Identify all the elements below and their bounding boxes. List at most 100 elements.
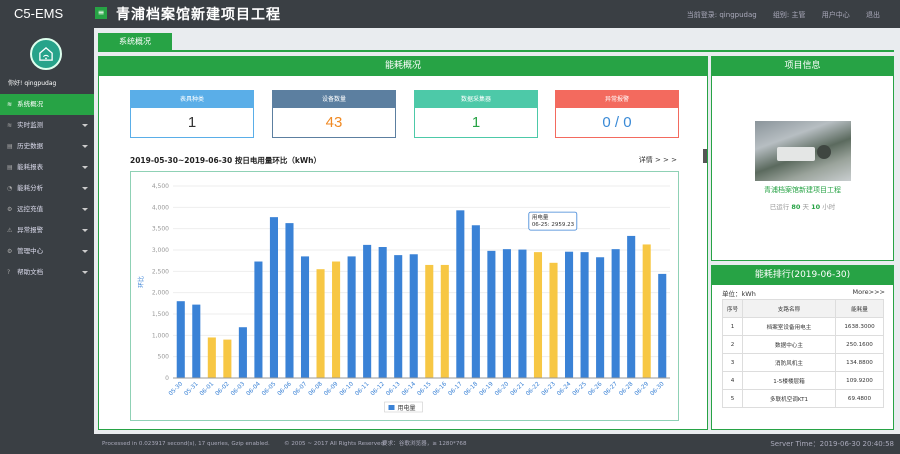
energy-rank-panel: 能耗排行(2019-06-30) 单位：kWh More>>> 序号 支路名称 …	[711, 265, 894, 430]
chevron-down-icon	[82, 166, 88, 169]
sidebar-item-label: 远控充值	[17, 205, 44, 213]
consumption-value: 109.9200	[835, 371, 884, 390]
legend-swatch	[388, 405, 395, 410]
footer-processed: Processed in 0.023917 second(s), 17 quer…	[102, 441, 270, 447]
sidebar-item-alarm[interactable]: ⚠ 异常报警	[0, 220, 94, 241]
runtime-days: 80	[791, 203, 801, 211]
pie-chart-icon: ◔	[7, 185, 13, 192]
x-tick-label: 06-21	[510, 381, 526, 397]
details-link[interactable]: 详情 > > >	[638, 156, 677, 164]
y-tick-label: 2,500	[152, 268, 169, 275]
x-tick-label: 06-13	[385, 381, 401, 397]
user-center-link[interactable]: 用户中心	[821, 11, 850, 19]
chart-bar	[425, 264, 434, 378]
x-tick-label: 06-12	[370, 381, 386, 397]
sidebar: 你好! qingpudag ≋ 系统概况 ≋ 实时监测 ▤ 历史数据 ▤ 能耗报…	[0, 28, 94, 434]
chart-bar	[440, 264, 449, 378]
branch-name: 多联机空调KT1	[742, 389, 836, 408]
card-value: 43	[325, 114, 343, 131]
logout-link[interactable]: 退出	[866, 11, 880, 19]
runtime-hours-unit: 小时	[822, 203, 836, 211]
sidebar-item-admin[interactable]: ⚙ 管理中心	[0, 241, 94, 262]
chart-bar	[207, 337, 216, 378]
sidebar-item-overview[interactable]: ≋ 系统概况	[0, 94, 94, 115]
chart-bar	[611, 249, 620, 378]
sidebar-nav: ≋ 系统概况 ≋ 实时监测 ▤ 历史数据 ▤ 能耗报表 ◔ 能耗分析 ⚙ 远控充…	[0, 94, 94, 283]
x-tick-label: 06-05	[261, 381, 277, 397]
sidebar-item-label: 实时监测	[17, 121, 44, 129]
overview-icon: ≋	[7, 101, 13, 108]
sidebar-item-label: 能耗分析	[17, 184, 44, 192]
rank-index: 2	[722, 335, 743, 354]
card-label: 表具种类	[131, 91, 253, 108]
scroll-handle[interactable]	[703, 149, 707, 163]
table-header-row: 序号 支路名称 能耗量	[722, 299, 884, 318]
sidebar-item-label: 管理中心	[17, 247, 44, 255]
x-tick-label: 06-25	[572, 381, 588, 397]
x-tick-label: 06-20	[494, 381, 510, 397]
chart-bar	[176, 301, 185, 378]
table-row: 4 1-5楼楼层箱 109.9200	[722, 371, 884, 390]
project-photo	[755, 121, 851, 181]
chart-bar	[285, 223, 294, 378]
app-logo: C5-EMS	[14, 6, 64, 21]
footer-left-block	[0, 434, 94, 454]
chart-bar	[487, 250, 496, 378]
report-icon: ▤	[7, 164, 13, 171]
help-icon: ?	[7, 269, 11, 276]
card-value: 1	[471, 114, 481, 131]
card-label: 异常报警	[556, 91, 678, 108]
rank-panel-title: 能耗排行(2019-06-30)	[712, 266, 893, 285]
y-axis-label: 环比	[137, 276, 145, 288]
chart-svg: 0 500 1,000 1,500 2,000 2,500 3,000 3,500 4,000 4…	[137, 183, 670, 413]
sidebar-item-label: 能耗报表	[17, 163, 44, 171]
col-header-branch: 支路名称	[742, 299, 836, 318]
sidebar-item-realtime[interactable]: ≋ 实时监测	[0, 115, 94, 136]
col-header-consumption: 能耗量	[835, 299, 884, 318]
tooltip-box	[528, 211, 578, 231]
more-link[interactable]: More>>>	[852, 288, 885, 296]
chart-bar	[596, 257, 605, 378]
consumption-value: 1638.3000	[835, 317, 884, 336]
chart-bar	[580, 252, 589, 378]
rank-index: 3	[722, 353, 743, 372]
branch-name: 1-5楼楼层箱	[742, 371, 836, 390]
stat-card-device-count: 设备数量 43	[272, 90, 396, 138]
x-tick-label: 06-23	[541, 381, 557, 397]
sidebar-item-label: 异常报警	[17, 226, 44, 234]
chevron-down-icon	[82, 145, 88, 148]
card-value: 1	[187, 114, 197, 131]
chevron-down-icon	[82, 208, 88, 211]
runtime-days-unit: 天	[802, 203, 810, 211]
group-label: 组别: 主管	[772, 11, 806, 19]
chart-bar	[518, 249, 527, 378]
project-title: 青浦档案馆新建项目工程	[116, 7, 281, 23]
x-tick-label: 06-15	[417, 381, 433, 397]
legend-box	[384, 401, 423, 413]
chart-bar	[300, 256, 310, 378]
sidebar-item-label: 系统概况	[17, 100, 44, 108]
tooltip-value: 06-25: 2959.23	[532, 222, 575, 228]
rank-unit: 单位：kWh	[722, 290, 756, 298]
chevron-down-icon	[82, 250, 88, 253]
stat-card-meter-types: 表具种类 1	[130, 90, 254, 138]
energy-overview-panel: 能耗概况 表具种类 1 设备数量 43 数据采集器 1 异常报警 0 / 0 2…	[98, 56, 708, 430]
chart-title: 2019-05-30~2019-06-30 按日电用量环比（kWh）	[130, 156, 321, 165]
sidebar-item-report[interactable]: ▤ 能耗报表	[0, 157, 94, 178]
chart-bar	[471, 225, 480, 378]
y-tick-label: 1,000	[152, 332, 169, 339]
menu-toggle-icon[interactable]: ≡	[95, 7, 107, 19]
sidebar-item-remote[interactable]: ⚙ 远控充值	[0, 199, 94, 220]
sidebar-item-history[interactable]: ▤ 历史数据	[0, 136, 94, 157]
chevron-down-icon	[82, 271, 88, 274]
table-row: 1 档案室设备用电主 1638.3000	[722, 317, 884, 336]
tab-underline	[98, 50, 894, 52]
consumption-value: 69.4800	[835, 389, 884, 408]
runtime-info: 已运行 80 天 10 小时	[712, 201, 893, 211]
sidebar-item-help[interactable]: ? 帮助文档	[0, 262, 94, 283]
login-label: 当前登录: qingpudag	[686, 11, 757, 19]
chart-bar	[502, 249, 511, 378]
sidebar-item-analysis[interactable]: ◔ 能耗分析	[0, 178, 94, 199]
footer-requirement: 要求：谷歌浏览器，≥ 1280*768	[382, 441, 467, 447]
tab-system-overview[interactable]: 系统概况	[98, 33, 172, 51]
